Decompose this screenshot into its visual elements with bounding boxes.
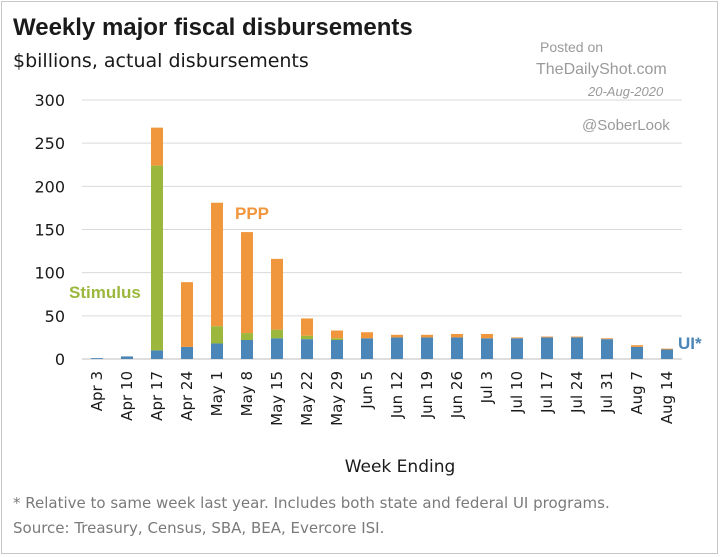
x-tick-label: Jul 24 [568, 371, 586, 414]
watermark-handle: @SoberLook [582, 117, 670, 134]
bar-segment [151, 350, 163, 359]
bar-segment [391, 334, 403, 338]
bar-segment [241, 333, 253, 341]
y-tick-label: 100 [34, 264, 65, 283]
x-tick-label: Apr 10 [118, 371, 136, 421]
x-tick-label: Apr 3 [88, 371, 106, 411]
source-note: Source: Treasury, Census, SBA, BEA, Ever… [13, 519, 385, 537]
y-tick-label: 250 [34, 134, 65, 153]
bar-segment [91, 358, 103, 359]
bar-segment [301, 318, 313, 336]
bar-segment [631, 345, 643, 347]
bar-segment [511, 338, 523, 359]
x-tick-label: Aug 14 [658, 371, 676, 424]
bar-segment [601, 338, 613, 340]
watermark-date: 20-Aug-2020 [588, 84, 664, 99]
bar-segment [181, 346, 193, 359]
series-annotation: PPP [235, 204, 269, 223]
bar-segment [481, 333, 493, 339]
bar-segment [481, 338, 493, 359]
x-tick-label: May 22 [298, 371, 316, 426]
x-tick-label: Apr 17 [148, 371, 166, 421]
x-tick-label: Jun 26 [448, 371, 466, 419]
bar-segment [181, 282, 193, 347]
x-tick-label: May 29 [328, 371, 346, 426]
bar-segment [301, 335, 313, 340]
x-tick-label: Jul 3 [478, 371, 496, 404]
y-tick-label: 300 [34, 91, 65, 110]
bar-segment [361, 338, 373, 359]
bar-segment [661, 348, 673, 350]
watermark-site: TheDailyShot.com [536, 61, 667, 78]
x-tick-label: Jul 10 [508, 371, 526, 414]
chart-title: Weekly major fiscal disbursements [13, 14, 413, 41]
footnote: * Relative to same week last year. Inclu… [13, 494, 610, 512]
bar-segment [541, 336, 553, 338]
bar-segment [451, 337, 463, 359]
bar-segment [331, 330, 343, 339]
bar-segment [151, 127, 163, 166]
bar-segment [571, 336, 583, 338]
x-tick-label: Jun 12 [388, 371, 406, 419]
bar-segment [241, 340, 253, 359]
y-tick-label: 0 [55, 350, 65, 369]
bar-segment [541, 337, 553, 359]
bar-segment [121, 356, 133, 359]
y-tick-label: 50 [45, 307, 65, 326]
bar-segment [451, 333, 463, 338]
bar-segment [511, 337, 523, 339]
chart-subtitle: $billions, actual disbursements [13, 50, 309, 72]
series-annotation: Stimulus [69, 283, 141, 302]
y-tick-label: 200 [34, 177, 65, 196]
bar-segment [211, 326, 223, 344]
x-tick-label: Jul 31 [598, 371, 616, 414]
bar-segment [601, 339, 613, 359]
bar-segment [271, 338, 283, 359]
x-axis-label: Week Ending [345, 457, 456, 477]
bar-segment [211, 343, 223, 359]
bar-segment [271, 258, 283, 330]
bar-segment [571, 337, 583, 359]
bar-segment [271, 329, 283, 339]
bar-segment [421, 337, 433, 359]
x-tick-label: May 1 [208, 371, 226, 416]
x-tick-label: May 15 [268, 371, 286, 426]
x-tick-label: Jul 17 [538, 371, 556, 414]
bar-segment [421, 334, 433, 338]
x-tick-label: Jun 5 [358, 371, 376, 410]
series-annotation: UI* [678, 334, 702, 353]
bar-segment [241, 232, 253, 334]
bar-segment [391, 337, 403, 359]
bar-segment [151, 165, 163, 351]
x-tick-label: May 8 [238, 371, 256, 416]
bar-segment [331, 338, 343, 341]
watermark-posted-on: Posted on [540, 39, 604, 55]
y-tick-label: 150 [34, 221, 65, 240]
x-tick-label: Aug 7 [628, 371, 646, 415]
x-tick-label: Apr 24 [178, 371, 196, 421]
bar-segment [211, 202, 223, 327]
bar-segment [661, 349, 673, 359]
bar-segment [301, 339, 313, 359]
bar-segment [361, 332, 373, 339]
bar-segment [331, 340, 343, 359]
x-tick-label: Jun 19 [418, 371, 436, 419]
bar-segment [631, 346, 643, 359]
